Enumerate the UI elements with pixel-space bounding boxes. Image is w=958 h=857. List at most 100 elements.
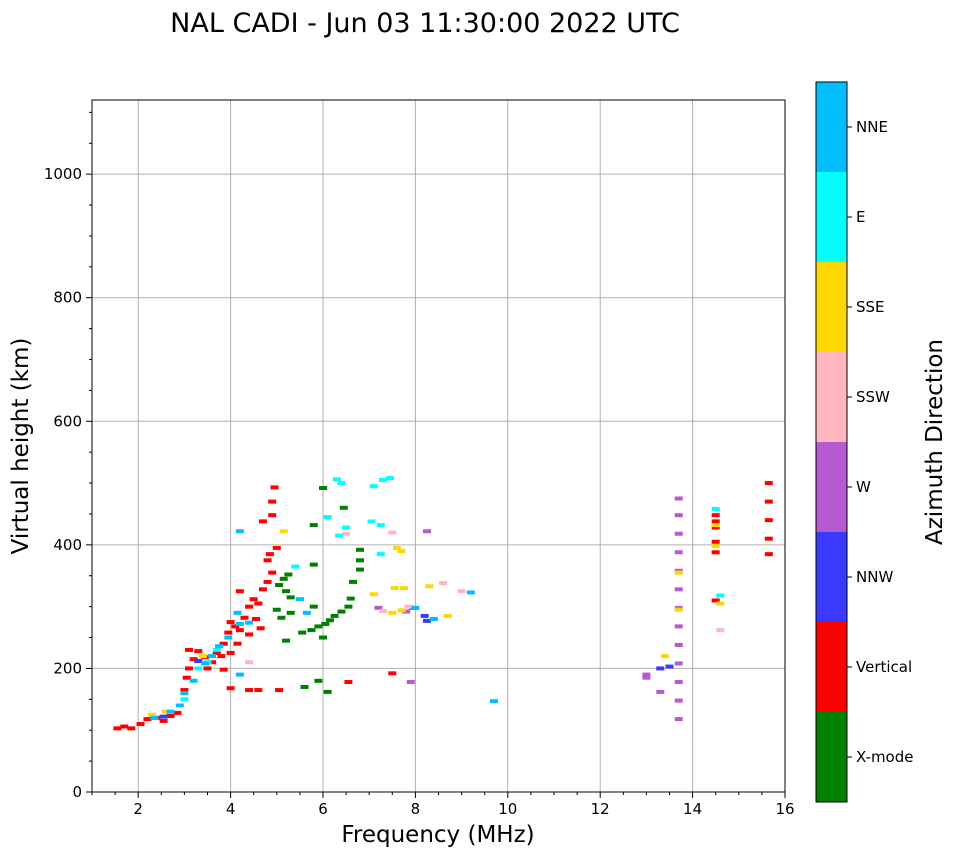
- y-tick-label: 800: [53, 289, 82, 307]
- data-point-vertical: [235, 589, 244, 594]
- data-point-w: [674, 587, 683, 592]
- data-point-vertical: [764, 552, 773, 557]
- data-point-nne: [166, 709, 175, 714]
- data-point-x-mode: [355, 547, 364, 552]
- colorbar-label: Azimuth Direction: [922, 339, 948, 545]
- data-point-w: [674, 550, 683, 555]
- data-point-vertical: [275, 688, 284, 693]
- x-tick-label: 14: [683, 800, 702, 818]
- data-point-vertical: [764, 481, 773, 486]
- data-point-vertical: [113, 726, 122, 731]
- data-point-vertical: [231, 624, 240, 629]
- data-point-x-mode: [300, 684, 309, 689]
- data-point-vertical: [265, 552, 274, 557]
- data-point-vertical: [240, 615, 249, 620]
- data-point-vertical: [711, 598, 720, 603]
- colorbar-segment: [816, 82, 847, 172]
- data-point-w: [642, 672, 651, 677]
- data-point-vertical: [711, 550, 720, 555]
- data-point-vertical: [256, 626, 265, 631]
- data-point-x-mode: [298, 630, 307, 635]
- data-point-vertical: [270, 485, 279, 490]
- colorbar-tick-label: SSE: [856, 298, 885, 316]
- colorbar: X-mode Vertical NNW W SSW SSE E NNE: [815, 81, 913, 803]
- data-point-vertical: [711, 513, 720, 518]
- data-point-x-mode: [346, 596, 355, 601]
- data-point-vertical: [217, 654, 226, 659]
- data-point-sse: [674, 607, 683, 612]
- data-point-sse: [425, 584, 434, 589]
- data-point-vertical: [159, 718, 168, 723]
- data-point-x-mode: [286, 595, 295, 600]
- data-point-x-mode: [309, 562, 318, 567]
- data-point-ssw: [342, 531, 351, 536]
- data-point-e: [291, 564, 300, 569]
- data-point-ssw: [457, 589, 466, 594]
- data-point-e: [379, 477, 388, 482]
- x-axis-label: Frequency (MHz): [341, 822, 534, 848]
- data-point-x-mode: [337, 609, 346, 614]
- data-point-sse: [716, 601, 725, 606]
- data-point-x-mode: [325, 618, 334, 623]
- data-point-nne: [295, 597, 304, 602]
- data-point-e: [711, 507, 720, 512]
- data-point-vertical: [194, 649, 203, 654]
- colorbar-segment: [816, 352, 847, 442]
- data-point-e: [337, 481, 346, 486]
- data-point-vertical: [245, 688, 254, 693]
- data-point-vertical: [388, 671, 397, 676]
- data-point-w: [674, 717, 683, 722]
- data-point-sse: [399, 586, 408, 591]
- data-point-nne: [466, 590, 475, 595]
- data-point-e: [180, 697, 189, 702]
- data-point-vertical: [252, 617, 261, 621]
- data-point-x-mode: [279, 576, 288, 581]
- data-point-e: [212, 647, 221, 652]
- data-point-vertical: [268, 513, 277, 518]
- data-point-nnw: [194, 659, 203, 664]
- colorbar-segment: [816, 442, 847, 532]
- data-point-vertical: [203, 666, 212, 671]
- colorbar-segment: [816, 622, 847, 712]
- data-point-x-mode: [355, 558, 364, 563]
- data-point-sse: [660, 654, 669, 659]
- data-point-nnw: [422, 618, 431, 623]
- grid-lines: [92, 100, 786, 793]
- data-point-vertical: [711, 519, 720, 524]
- data-point-vertical: [235, 628, 244, 633]
- data-point-vertical: [344, 680, 353, 685]
- data-point-ssw: [439, 581, 448, 586]
- data-point-vertical: [764, 536, 773, 541]
- data-point-vertical: [258, 519, 267, 524]
- data-point-vertical: [764, 499, 773, 504]
- data-point-sse: [161, 709, 170, 714]
- data-point-vertical: [263, 579, 272, 584]
- data-point-vertical: [272, 545, 281, 550]
- data-point-nne: [235, 672, 244, 677]
- data-point-ssw: [379, 608, 388, 613]
- data-point-nne: [201, 661, 210, 666]
- data-point-vertical: [226, 686, 235, 691]
- data-point-vertical: [182, 675, 191, 680]
- data-point-nne: [215, 644, 224, 649]
- y-axis-label: Virtual height (km): [8, 338, 34, 555]
- axes: 2 4 6 8 10 12 14 16 0 200 400 600 800 1000: [44, 111, 795, 818]
- x-tick-label: 12: [591, 800, 610, 818]
- y-tick-label: 600: [53, 412, 82, 430]
- colorbar-segment: [816, 262, 847, 352]
- data-point-x-mode: [330, 613, 339, 618]
- data-point-nnw: [420, 613, 429, 618]
- data-point-ssw: [245, 660, 254, 665]
- data-point-vertical: [226, 650, 235, 655]
- data-point-nne: [235, 529, 244, 534]
- data-point-x-mode: [307, 628, 316, 633]
- colorbar-tick-label: SSW: [856, 388, 890, 406]
- x-tick-label: 2: [133, 800, 143, 818]
- data-point-ssw: [388, 530, 397, 535]
- data-point-x-mode: [277, 615, 286, 620]
- data-point-w: [374, 605, 383, 610]
- data-point-vertical: [263, 558, 272, 563]
- colorbar-frame: [815, 81, 848, 803]
- data-point-vertical: [711, 525, 720, 530]
